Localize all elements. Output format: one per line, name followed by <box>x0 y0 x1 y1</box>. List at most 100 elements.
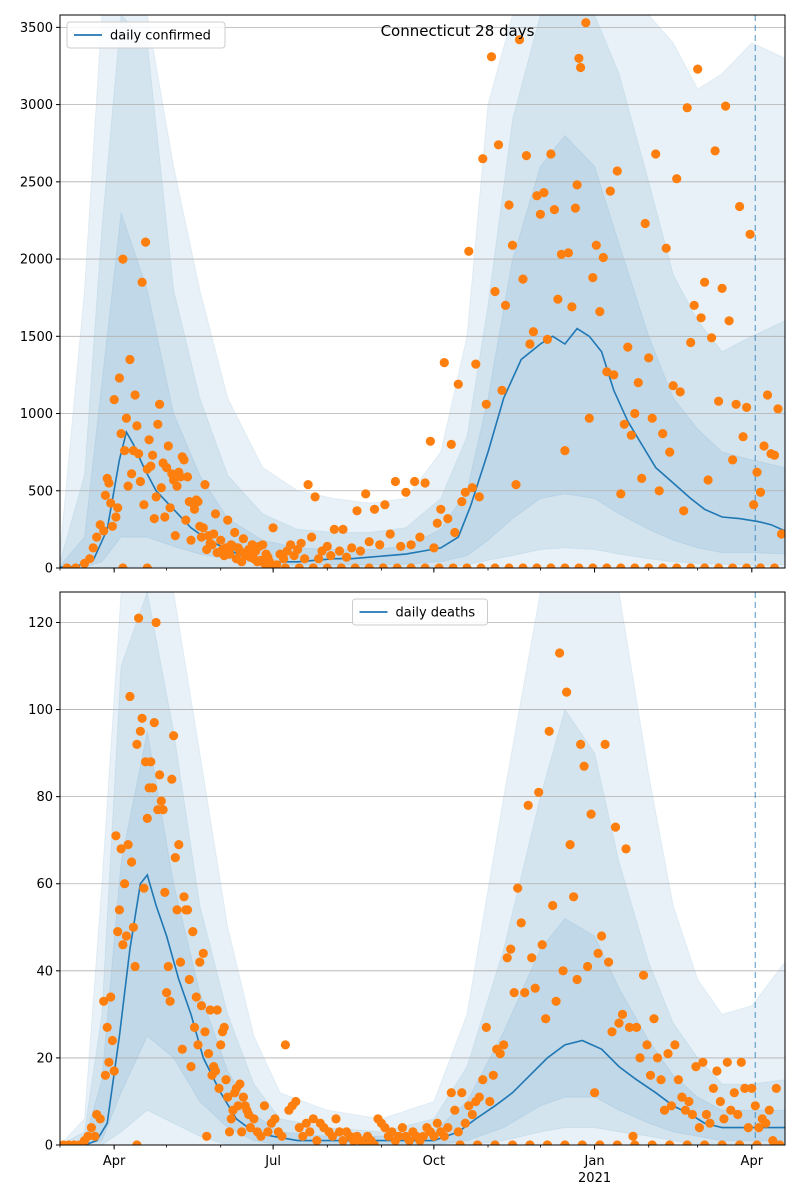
data-point <box>504 563 514 568</box>
data-point <box>439 1131 449 1141</box>
data-point <box>392 563 402 568</box>
data-point <box>616 563 626 568</box>
data-point <box>635 1053 645 1063</box>
data-point <box>752 467 762 477</box>
data-point <box>535 209 546 219</box>
data-point <box>645 1070 656 1080</box>
data-point <box>139 883 149 893</box>
data-point <box>773 404 783 414</box>
data-point <box>612 1140 622 1145</box>
data-point <box>471 359 481 369</box>
data-point <box>761 1118 771 1128</box>
data-point <box>163 961 173 972</box>
data-point <box>597 931 607 941</box>
data-point <box>249 1114 259 1124</box>
data-point <box>708 1083 719 1093</box>
data-point <box>128 922 138 932</box>
data-point <box>160 887 170 898</box>
data-point <box>210 1066 221 1076</box>
deaths-panel: 0 20 40 60 80 100 120 Apr Jul Oct Jan 2021 Apr daily … <box>28 591 786 1186</box>
data-point <box>462 563 472 568</box>
data-point <box>195 957 205 967</box>
data-point <box>478 1075 488 1085</box>
data-point <box>406 540 416 550</box>
y-tick-label: 60 <box>36 877 53 892</box>
data-point <box>666 1101 677 1111</box>
data-point <box>624 1022 635 1032</box>
data-point <box>520 988 530 998</box>
data-point <box>731 399 741 409</box>
data-point <box>146 461 156 471</box>
data-point <box>406 563 416 568</box>
data-point <box>104 478 114 488</box>
data-point <box>453 379 463 389</box>
chart-title: Connecticut 28 days <box>381 22 535 40</box>
data-point <box>576 739 586 750</box>
data-point <box>127 469 137 479</box>
data-point <box>95 1114 105 1124</box>
data-point <box>651 149 661 159</box>
data-point <box>574 563 584 568</box>
data-point <box>457 497 467 507</box>
data-point <box>359 1140 369 1145</box>
data-point <box>172 905 182 915</box>
data-point <box>684 1096 694 1107</box>
uncertainty-band-1 <box>60 592 785 1145</box>
data-point <box>609 370 619 380</box>
y-tick-label: 0 <box>45 562 53 577</box>
y-tick-label: 2000 <box>20 253 53 268</box>
data-point <box>99 526 109 536</box>
data-point <box>638 970 649 980</box>
data-point <box>106 992 116 1002</box>
data-point <box>258 540 268 550</box>
data-point <box>125 354 135 365</box>
data-point <box>661 243 671 253</box>
x-tick-sublabel: 2021 <box>578 1171 611 1186</box>
plot-area <box>60 15 785 568</box>
data-point <box>769 563 780 568</box>
data-point <box>614 1018 624 1028</box>
data-point <box>106 498 116 508</box>
data-point <box>672 563 682 568</box>
data-point <box>123 840 133 850</box>
data-point <box>733 1109 743 1120</box>
data-point <box>429 1131 439 1141</box>
data-point <box>193 1040 203 1050</box>
data-point <box>740 1083 750 1093</box>
data-point <box>448 563 458 568</box>
data-point <box>326 551 336 561</box>
data-point <box>721 101 731 111</box>
data-point <box>701 1109 712 1120</box>
data-point <box>207 540 217 550</box>
data-point <box>223 515 233 525</box>
axes-frame <box>59 591 786 1146</box>
data-point <box>109 395 119 405</box>
data-point <box>680 1105 691 1115</box>
data-point <box>687 1109 698 1120</box>
data-point <box>347 543 357 553</box>
data-point <box>565 840 575 850</box>
data-point <box>216 1040 226 1050</box>
data-point <box>120 446 130 456</box>
data-point <box>673 1075 684 1085</box>
y-tick-label: 2500 <box>20 175 53 190</box>
data-point <box>436 504 446 514</box>
x-tick-label: Jul <box>264 1154 281 1169</box>
data-point <box>719 1114 729 1124</box>
data-point <box>628 1131 638 1141</box>
data-point <box>200 480 210 490</box>
data-point <box>193 497 203 507</box>
data-point <box>396 541 406 552</box>
data-point <box>341 552 352 562</box>
data-point <box>71 563 81 568</box>
data-point <box>334 1127 345 1137</box>
data-point <box>385 529 395 539</box>
data-point <box>404 1136 414 1145</box>
data-point <box>544 726 554 736</box>
data-point <box>186 535 196 545</box>
data-point <box>626 430 636 440</box>
data-point <box>490 563 500 568</box>
data-point <box>493 140 504 150</box>
data-point <box>432 1118 442 1128</box>
data-point <box>728 455 738 465</box>
